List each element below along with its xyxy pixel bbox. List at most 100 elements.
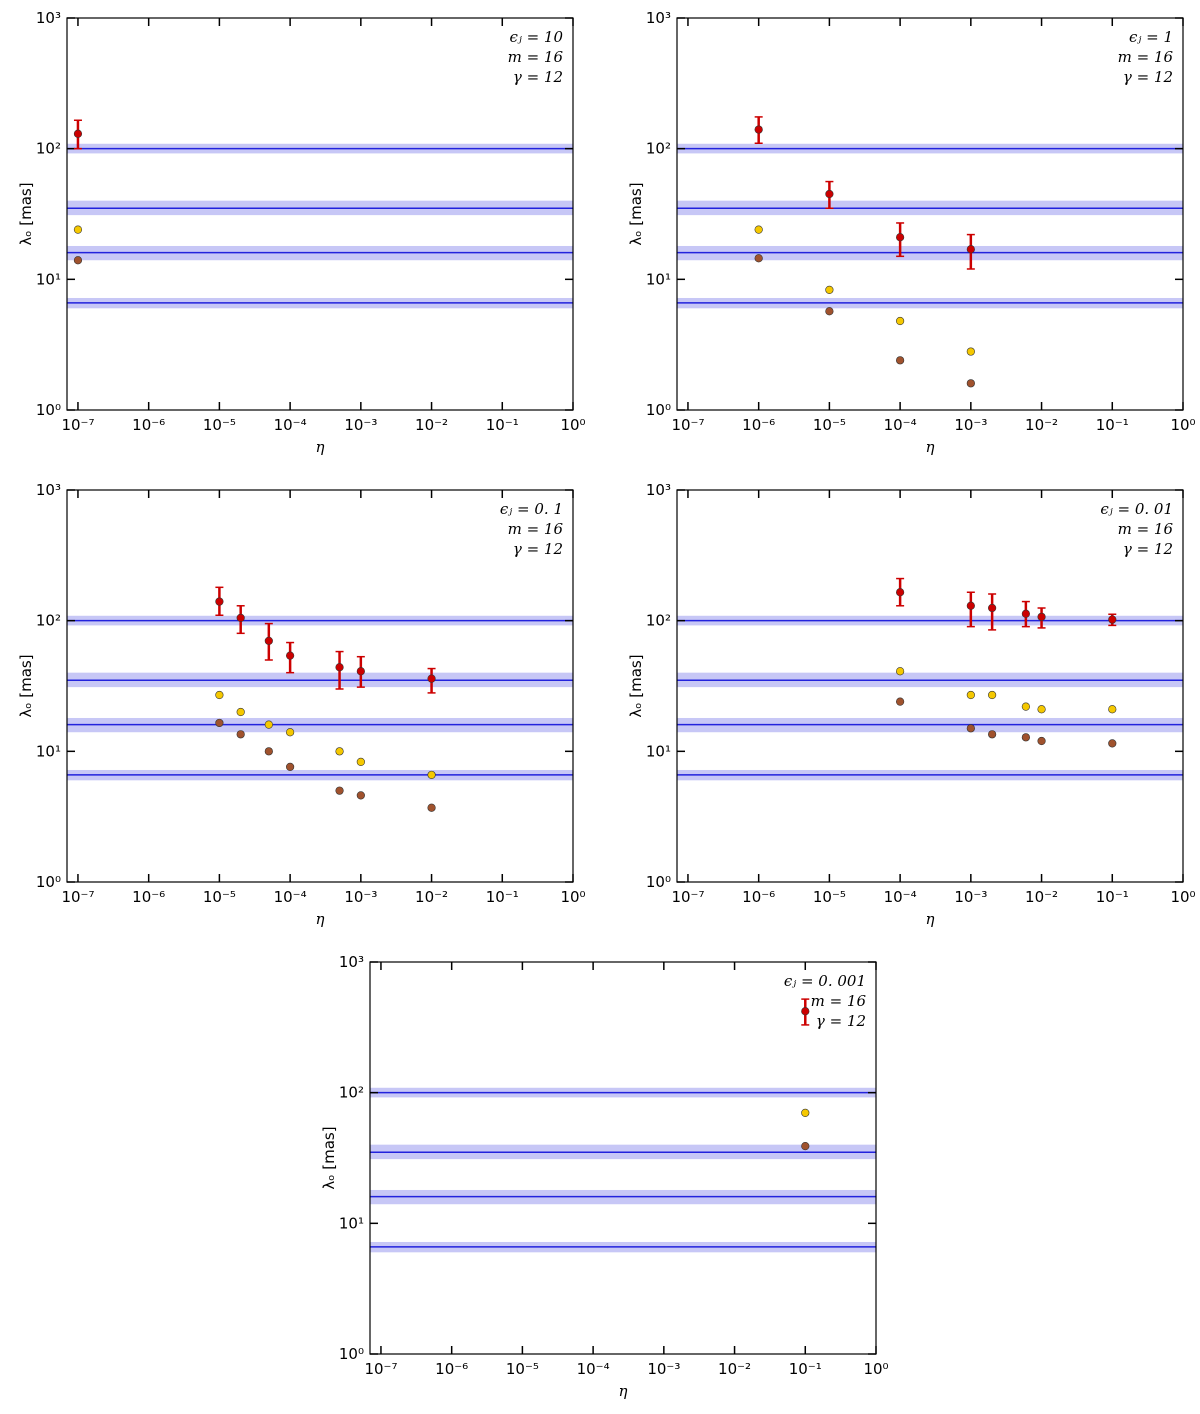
y-tick-label: 10³ (36, 9, 61, 27)
y-tick-label: 10⁰ (646, 873, 671, 891)
x-tick-label: 10⁻⁴ (884, 416, 917, 434)
plot-frame (66, 489, 574, 883)
point (286, 651, 295, 660)
x-tick-label: 10⁻⁴ (577, 1360, 610, 1378)
annotation: m = 16 (811, 992, 867, 1010)
x-tick-label: 10⁻⁵ (203, 888, 236, 906)
y-tick-label: 10¹ (646, 742, 671, 760)
x-tick-label: 10⁻³ (954, 416, 987, 434)
point (1108, 739, 1117, 748)
x-tick-label: 10⁻⁷ (671, 416, 704, 434)
y-tick-label: 10⁰ (339, 1345, 364, 1363)
point (966, 724, 975, 733)
annotation: γ = 12 (816, 1012, 866, 1030)
y-tick-label: 10¹ (36, 742, 61, 760)
y-tick-label: 10² (36, 140, 61, 158)
point (825, 307, 834, 316)
y-tick-label: 10³ (646, 481, 671, 499)
point (215, 718, 224, 728)
x-tick-label: 10⁻³ (954, 888, 987, 906)
y-tick-label: 10² (646, 140, 671, 158)
point (1037, 612, 1046, 621)
point (356, 757, 365, 767)
x-tick-label: 10⁻² (415, 416, 448, 434)
panel: 10⁻⁷ 10⁻⁶ 10⁻⁵ 10⁻⁴ 10⁻³ 10⁻² 10⁻¹ 10⁰ 10⁰ 10¹ 10²… (17, 9, 586, 456)
panel: 10⁻⁷ 10⁻⁶ 10⁻⁵ 10⁻⁴ 10⁻³ 10⁻² 10⁻¹ 10⁰ 10⁰ 10¹ 10²… (320, 953, 889, 1400)
point (988, 690, 997, 700)
point (801, 1142, 810, 1151)
point (896, 588, 905, 597)
panel: 10⁻⁷ 10⁻⁶ 10⁻⁵ 10⁻⁴ 10⁻³ 10⁻² 10⁻¹ 10⁰ 10⁰ 10¹ 10²… (627, 9, 1196, 456)
y-axis-label: λₒ [mas] (17, 654, 35, 717)
x-tick-label: 10⁻⁴ (884, 888, 917, 906)
y-tick-label: 10² (36, 612, 61, 630)
x-axis-label: η (316, 910, 325, 928)
point (1108, 705, 1117, 714)
point (1108, 615, 1117, 624)
x-tick-label: 10⁻¹ (486, 416, 519, 434)
point (286, 728, 295, 737)
point (236, 707, 245, 717)
point (286, 762, 295, 772)
point (754, 125, 763, 134)
x-axis-label: η (926, 910, 935, 928)
x-tick-label: 10⁰ (1170, 416, 1195, 434)
point (1021, 733, 1030, 742)
x-tick-label: 10⁻² (718, 1360, 751, 1378)
point (966, 347, 975, 356)
point (754, 225, 763, 234)
y-tick-label: 10³ (339, 953, 364, 971)
x-tick-label: 10⁻⁵ (506, 1360, 539, 1378)
plot-frame (676, 17, 1184, 411)
point (896, 356, 905, 365)
point (1037, 705, 1046, 714)
point (335, 747, 344, 756)
x-tick-label: 10⁻¹ (789, 1360, 822, 1378)
point (966, 601, 975, 610)
x-tick-label: 10⁻³ (344, 888, 377, 906)
point (825, 285, 834, 295)
y-axis-label: λₒ [mas] (627, 654, 645, 717)
x-tick-label: 10⁻² (1025, 888, 1058, 906)
point (1021, 702, 1030, 711)
point (73, 129, 83, 138)
y-tick-label: 10⁰ (36, 401, 61, 419)
x-tick-label: 10⁻² (415, 888, 448, 906)
point (264, 636, 273, 646)
point (825, 189, 834, 199)
x-tick-label: 10⁻⁶ (132, 888, 165, 906)
annotation: ϵⱼ = 0. 1 (500, 500, 563, 518)
annotation: γ = 12 (513, 68, 563, 86)
point (988, 603, 997, 613)
annotation: ϵⱼ = 0. 001 (784, 972, 866, 990)
point (335, 663, 344, 672)
x-axis-label: η (316, 438, 325, 456)
annotation: ϵⱼ = 1 (1129, 28, 1173, 46)
point (896, 233, 905, 242)
point (988, 730, 997, 739)
point (264, 747, 273, 756)
annotation: m = 16 (508, 48, 564, 66)
x-tick-label: 10⁻¹ (1096, 416, 1129, 434)
point (335, 786, 344, 795)
x-tick-label: 10⁻⁷ (671, 888, 704, 906)
x-tick-label: 10⁻⁷ (61, 416, 94, 434)
annotation: γ = 12 (1123, 68, 1173, 86)
panel: 10⁻⁷ 10⁻⁶ 10⁻⁵ 10⁻⁴ 10⁻³ 10⁻² 10⁻¹ 10⁰ 10⁰ 10¹ 10²… (627, 481, 1196, 928)
point (896, 697, 905, 706)
y-tick-label: 10¹ (646, 270, 671, 288)
point (236, 613, 245, 622)
plot-frame (676, 489, 1184, 883)
point (215, 690, 224, 700)
y-axis-label: λₒ [mas] (627, 182, 645, 245)
annotation: γ = 12 (513, 540, 563, 558)
annotation: ϵⱼ = 0. 01 (1100, 500, 1173, 518)
x-tick-label: 10⁻⁶ (132, 416, 165, 434)
plot-frame (369, 961, 877, 1355)
y-tick-label: 10⁰ (646, 401, 671, 419)
y-tick-label: 10⁰ (36, 873, 61, 891)
x-tick-label: 10⁻⁶ (742, 416, 775, 434)
point (236, 730, 245, 739)
y-tick-label: 10³ (36, 481, 61, 499)
y-tick-label: 10¹ (36, 270, 61, 288)
